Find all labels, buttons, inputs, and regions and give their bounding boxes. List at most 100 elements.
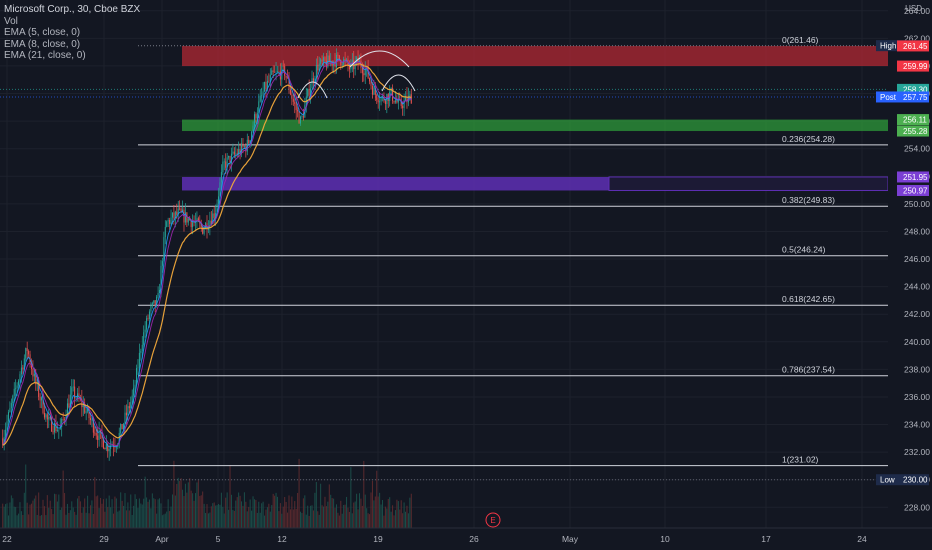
volume-bar xyxy=(42,499,44,528)
volume-bar xyxy=(78,495,80,528)
candle-body xyxy=(324,57,326,62)
indicator-ema-5[interactable]: EMA (5, close, 0) xyxy=(4,27,81,38)
volume-bar xyxy=(61,507,63,528)
candle-body xyxy=(5,429,7,437)
volume-bar xyxy=(95,496,97,528)
candle-body xyxy=(68,403,70,408)
candle-body xyxy=(291,94,293,99)
candle-body xyxy=(78,393,80,399)
volume-bar xyxy=(128,510,130,528)
volume-bar xyxy=(182,489,184,528)
volume-bar xyxy=(84,498,86,528)
volume-bar xyxy=(289,509,291,528)
candle-body xyxy=(200,223,202,227)
candle-body xyxy=(216,203,218,213)
price-label-box xyxy=(897,184,929,196)
x-tick-label: Apr xyxy=(155,534,168,544)
price-label-value: 259.99 xyxy=(903,62,928,71)
volume-bar xyxy=(301,512,303,528)
volume-bar xyxy=(347,507,349,528)
candle-body xyxy=(239,148,241,155)
candle-body xyxy=(163,237,165,262)
candle-body xyxy=(315,65,317,79)
volume-bar xyxy=(369,514,371,528)
indicator-volume[interactable]: Vol xyxy=(4,15,18,27)
volume-bar xyxy=(39,515,41,528)
volume-bar xyxy=(266,507,268,528)
volume-bar xyxy=(279,503,281,528)
volume-bar xyxy=(200,495,202,528)
symbol-title[interactable]: Microsoft Corp., 30, Cboe BZX xyxy=(4,4,141,15)
volume-bar xyxy=(245,501,247,528)
candle-body xyxy=(170,217,172,224)
candle-body xyxy=(258,101,260,114)
volume-bar xyxy=(325,506,327,528)
volume-bar xyxy=(324,496,326,528)
volume-bar xyxy=(308,515,310,528)
volume-bar xyxy=(3,506,5,528)
volume-bar xyxy=(242,505,244,528)
candle-body xyxy=(65,417,67,420)
candle-body xyxy=(136,368,138,385)
volume-bar xyxy=(389,497,391,528)
fib-level-label: 0.236(254.28) xyxy=(782,134,835,144)
volume-bar xyxy=(236,497,238,528)
candle-body xyxy=(84,404,86,413)
candle-body xyxy=(15,388,17,389)
volume-bar xyxy=(41,515,43,528)
volume-bar xyxy=(5,504,7,528)
volume-bar xyxy=(265,509,267,528)
volume-bar xyxy=(186,492,188,528)
volume-bar xyxy=(222,506,224,528)
price-label-box xyxy=(897,171,929,183)
volume-bar xyxy=(22,515,24,528)
volume-bar xyxy=(10,495,12,528)
candle-body xyxy=(370,81,372,86)
candle-body xyxy=(10,403,12,409)
volume-bar xyxy=(26,502,28,528)
x-tick-label: 24 xyxy=(857,534,867,544)
candle-body xyxy=(82,404,84,408)
candle-body xyxy=(396,100,398,103)
volume-bar xyxy=(98,508,100,528)
volume-bar xyxy=(77,498,79,528)
y-tick-label: 236.00 xyxy=(904,392,930,402)
volume-bar xyxy=(64,493,66,528)
volume-bar xyxy=(114,496,116,528)
candle-body xyxy=(219,182,221,197)
volume-bar xyxy=(121,500,123,528)
zone-support xyxy=(182,119,888,132)
candle-body xyxy=(289,89,291,95)
candle-body xyxy=(351,60,353,64)
volume-bar xyxy=(225,497,227,528)
volume-bar xyxy=(382,500,384,528)
zone-resistance xyxy=(182,45,888,67)
volume-bar xyxy=(207,513,209,528)
volume-bar xyxy=(55,494,57,528)
volume-bar xyxy=(285,501,287,528)
candle-body xyxy=(295,104,297,111)
price-label-251-95: 251.95 xyxy=(897,171,929,183)
candle-body xyxy=(18,380,20,386)
candle-body xyxy=(318,63,320,71)
volume-bar xyxy=(327,501,329,528)
volume-bar xyxy=(136,498,138,528)
candle-body xyxy=(371,85,373,95)
volume-bar xyxy=(190,490,192,528)
volume-bar xyxy=(94,477,96,528)
y-tick-label: 242.00 xyxy=(904,309,930,319)
indicator-ema-21[interactable]: EMA (21, close, 0) xyxy=(4,50,86,61)
y-tick-label: 250.00 xyxy=(904,199,930,209)
candle-body xyxy=(56,430,58,432)
y-tick-label: 238.00 xyxy=(904,364,930,374)
volume-bar xyxy=(402,513,404,528)
volume-bar xyxy=(271,505,273,528)
volume-bar xyxy=(328,484,330,528)
price-label-255-28: 255.28 xyxy=(897,125,929,137)
candle-body xyxy=(2,438,4,446)
indicator-ema-8[interactable]: EMA (8, close, 0) xyxy=(4,38,81,50)
volume-bar xyxy=(360,498,362,528)
candle-body xyxy=(100,430,102,432)
volume-bar xyxy=(85,512,87,528)
